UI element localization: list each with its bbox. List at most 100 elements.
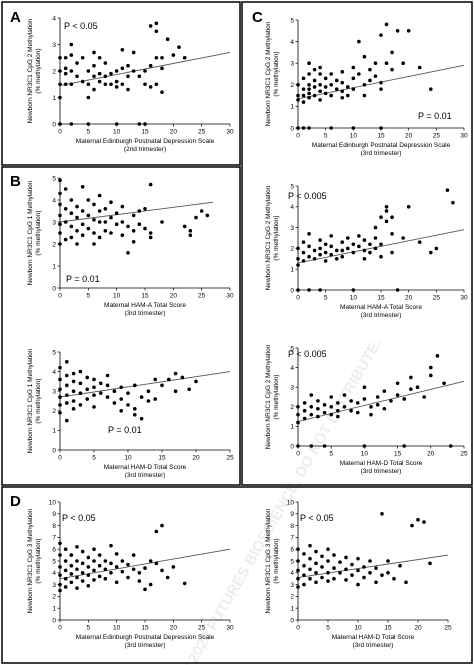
data-point	[296, 93, 300, 98]
y-tick-label: 3	[290, 385, 294, 392]
data-point	[379, 254, 383, 259]
y-axis-label-line: (% methylation)	[273, 538, 280, 583]
data-point	[351, 126, 356, 130]
data-point	[103, 559, 108, 563]
data-point	[409, 375, 413, 380]
data-point	[350, 573, 354, 577]
x-tick-label: 0	[296, 295, 300, 302]
y-tick-label: 10	[49, 499, 57, 506]
data-point	[379, 87, 383, 91]
p-value-label: P < 0.005	[288, 349, 327, 359]
data-point	[329, 83, 334, 87]
data-point	[389, 399, 393, 403]
data-point	[58, 377, 62, 382]
data-point	[329, 252, 334, 257]
data-point	[340, 254, 345, 259]
data-point	[301, 100, 306, 104]
data-point	[148, 582, 153, 587]
x-tick-label: 30	[460, 295, 468, 302]
data-point	[375, 395, 380, 399]
data-point	[97, 235, 102, 240]
y-tick-label: 2	[290, 82, 294, 89]
data-point	[58, 403, 62, 407]
data-point	[69, 69, 74, 73]
data-point	[160, 383, 164, 388]
data-point	[326, 559, 330, 563]
y-tick-label: 9	[52, 511, 56, 518]
data-point	[395, 381, 400, 386]
x-tick-label: 10	[361, 451, 369, 458]
data-point	[103, 229, 108, 233]
y-tick-label: 4	[52, 570, 56, 577]
data-point	[318, 65, 322, 70]
data-point	[308, 576, 312, 581]
x-tick-label: 20	[170, 129, 178, 136]
data-point	[92, 559, 96, 563]
data-point	[301, 126, 306, 130]
data-point	[296, 585, 300, 589]
data-point	[71, 379, 76, 384]
data-point	[131, 553, 136, 557]
data-point	[154, 529, 159, 534]
data-point	[78, 403, 83, 407]
y-tick-label: 1	[290, 267, 294, 274]
data-point	[309, 393, 314, 397]
data-point	[105, 383, 110, 388]
data-point	[422, 395, 426, 399]
data-point	[69, 53, 74, 57]
data-point	[133, 407, 137, 411]
y-tick-label: 0	[52, 447, 56, 454]
data-point	[312, 248, 317, 253]
data-point	[65, 401, 69, 405]
section-frame-c	[241, 1, 473, 486]
data-point	[160, 55, 164, 60]
data-point	[92, 568, 96, 573]
data-point	[109, 231, 113, 235]
section-letter-c: C	[252, 9, 263, 26]
data-point	[109, 71, 113, 76]
data-point	[351, 288, 356, 292]
data-point	[318, 98, 322, 102]
data-point	[314, 571, 318, 575]
data-point	[58, 69, 62, 73]
y-tick-label: 1	[290, 606, 294, 613]
data-point	[314, 580, 318, 585]
data-point	[160, 523, 164, 528]
data-point	[86, 565, 91, 569]
data-point	[362, 238, 367, 242]
data-point	[69, 198, 74, 202]
data-point	[308, 543, 312, 548]
data-point	[75, 229, 79, 233]
data-point	[318, 288, 322, 292]
y-axis-label-line: Newborn NR3C1 CpG 1 Methylation	[27, 348, 34, 453]
data-point	[109, 200, 113, 204]
data-point	[302, 582, 306, 587]
data-point	[415, 385, 420, 390]
data-point	[384, 209, 389, 213]
y-tick-label: 1	[290, 424, 294, 431]
data-point	[131, 567, 136, 572]
data-point	[75, 215, 79, 220]
data-point	[434, 246, 439, 251]
data-point	[296, 83, 300, 87]
data-point	[445, 188, 450, 192]
data-point	[301, 87, 306, 91]
data-point	[154, 21, 159, 26]
data-point	[448, 444, 453, 448]
data-point	[58, 178, 62, 182]
data-point	[69, 42, 74, 47]
data-point	[103, 82, 108, 87]
data-point	[318, 246, 322, 251]
x-axis-label-line: Maternal HAM-A Total Score	[340, 304, 422, 311]
x-tick-label: 20	[427, 451, 435, 458]
data-point	[326, 547, 330, 551]
y-axis-label-line: (% methylation)	[35, 538, 42, 583]
x-tick-label: 30	[226, 625, 234, 632]
data-point	[114, 85, 119, 89]
data-point	[329, 412, 334, 417]
data-point	[451, 200, 455, 205]
x-tick-label: 15	[141, 625, 149, 632]
x-tick-label: 15	[158, 455, 166, 462]
data-point	[356, 556, 360, 561]
